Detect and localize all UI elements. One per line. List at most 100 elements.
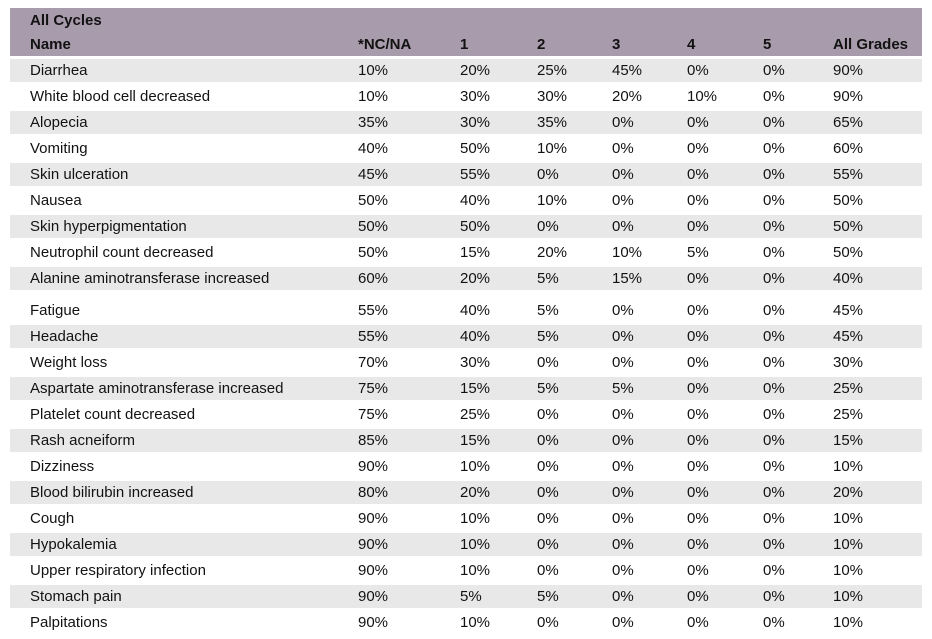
table-row: Platelet count decreased 75% 25% 0% 0% 0% 0% 25… — [10, 403, 922, 426]
row-value-cell: 45% — [833, 302, 864, 319]
row-value-cell: 55% — [460, 166, 491, 183]
row-value-cell: 0% — [687, 380, 709, 397]
row-value-cell: 0% — [763, 354, 785, 371]
row-value-cell: 10% — [460, 562, 491, 579]
row-value-cell: 0% — [612, 302, 634, 319]
table-body: Diarrhea 10% 20% 25% 45% 0% 0% 90% White blood c… — [10, 59, 922, 634]
table-header: All Cycles Name *NC/NA 1 2 3 4 5 All Gra… — [10, 8, 922, 56]
column-header-nc-na: *NC/NA — [358, 35, 412, 53]
row-value-cell: 0% — [537, 432, 559, 449]
row-value-cell: 0% — [612, 510, 634, 527]
row-value-cell: 60% — [358, 270, 389, 287]
row-name-cell: Stomach pain — [30, 588, 122, 605]
row-value-cell: 0% — [612, 562, 634, 579]
row-name-cell: White blood cell decreased — [30, 88, 211, 105]
row-value-cell: 90% — [358, 510, 389, 527]
row-value-cell: 0% — [763, 432, 785, 449]
row-value-cell: 10% — [833, 510, 864, 527]
row-name-cell: Alanine aminotransferase increased — [30, 270, 270, 287]
row-value-cell: 40% — [358, 140, 389, 157]
row-value-cell: 75% — [358, 380, 389, 397]
row-value-cell: 0% — [763, 458, 785, 475]
row-value-cell: 20% — [460, 484, 491, 501]
row-value-cell: 35% — [537, 114, 568, 131]
row-value-cell: 0% — [763, 328, 785, 345]
table-row: Cough 90% 10% 0% 0% 0% 0% 10% — [10, 507, 922, 530]
row-value-cell: 0% — [763, 536, 785, 553]
table-row: Hypokalemia 90% 10% 0% 0% 0% 0% 10% — [10, 533, 922, 556]
row-value-cell: 10% — [833, 614, 864, 631]
row-value-cell: 25% — [833, 406, 864, 423]
row-value-cell: 0% — [687, 166, 709, 183]
row-value-cell: 50% — [833, 218, 864, 235]
row-name-cell: Cough — [30, 510, 75, 527]
row-value-cell: 25% — [460, 406, 491, 423]
row-name-cell: Rash acneiform — [30, 432, 136, 449]
row-value-cell: 50% — [358, 244, 389, 261]
row-value-cell: 50% — [460, 218, 491, 235]
table-row: Alopecia 35% 30% 35% 0% 0% 0% 65% — [10, 111, 922, 134]
row-value-cell: 0% — [537, 406, 559, 423]
row-value-cell: 45% — [612, 62, 643, 79]
table-row: Fatigue 55% 40% 5% 0% 0% 0% 45% — [10, 299, 922, 322]
table-row: White blood cell decreased 10% 30% 30% 20% 10… — [10, 85, 922, 108]
row-value-cell: 0% — [763, 114, 785, 131]
row-value-cell: 0% — [537, 354, 559, 371]
row-value-cell: 0% — [612, 328, 634, 345]
row-value-cell: 0% — [687, 458, 709, 475]
row-name-cell: Diarrhea — [30, 62, 88, 79]
table-title: All Cycles — [30, 11, 102, 29]
row-value-cell: 0% — [687, 270, 709, 287]
column-header-grade-2: 2 — [537, 35, 546, 53]
row-value-cell: 40% — [460, 328, 491, 345]
row-value-cell: 90% — [358, 536, 389, 553]
table-row: Aspartate aminotransferase increased 75% 1… — [10, 377, 922, 400]
column-header-row: Name *NC/NA 1 2 3 4 5 All Grades — [10, 32, 922, 56]
table-row: Headache 55% 40% 5% 0% 0% 0% 45% — [10, 325, 922, 348]
row-value-cell: 0% — [687, 354, 709, 371]
row-name-cell: Weight loss — [30, 354, 108, 371]
row-value-cell: 10% — [833, 562, 864, 579]
row-value-cell: 10% — [537, 140, 568, 157]
row-name-cell: Vomiting — [30, 140, 88, 157]
table-row: Vomiting 40% 50% 10% 0% 0% 0% 60% — [10, 137, 922, 160]
row-name-cell: Fatigue — [30, 302, 81, 319]
row-value-cell: 0% — [537, 218, 559, 235]
row-value-cell: 0% — [687, 588, 709, 605]
table-row: Dizziness 90% 10% 0% 0% 0% 0% 10% — [10, 455, 922, 478]
column-header-grade-1: 1 — [460, 35, 469, 53]
row-name-cell: Skin hyperpigmentation — [30, 218, 187, 235]
row-value-cell: 55% — [358, 328, 389, 345]
row-value-cell: 0% — [687, 614, 709, 631]
row-value-cell: 5% — [537, 328, 559, 345]
row-value-cell: 0% — [612, 218, 634, 235]
row-value-cell: 10% — [460, 510, 491, 527]
row-value-cell: 25% — [537, 62, 568, 79]
row-name-cell: Dizziness — [30, 458, 95, 475]
row-value-cell: 10% — [833, 588, 864, 605]
row-value-cell: 15% — [833, 432, 864, 449]
table-row: Diarrhea 10% 20% 25% 45% 0% 0% 90% — [10, 59, 922, 82]
row-value-cell: 0% — [612, 140, 634, 157]
row-value-cell: 30% — [460, 88, 491, 105]
row-value-cell: 70% — [358, 354, 389, 371]
row-value-cell: 90% — [358, 458, 389, 475]
row-value-cell: 5% — [537, 588, 559, 605]
row-value-cell: 10% — [833, 458, 864, 475]
row-value-cell: 0% — [763, 218, 785, 235]
table-row: Blood bilirubin increased 80% 20% 0% 0% 0% 0% 2… — [10, 481, 922, 504]
row-value-cell: 0% — [537, 510, 559, 527]
row-name-cell: Hypokalemia — [30, 536, 117, 553]
row-value-cell: 0% — [537, 562, 559, 579]
row-value-cell: 50% — [460, 140, 491, 157]
row-value-cell: 80% — [358, 484, 389, 501]
row-value-cell: 90% — [358, 588, 389, 605]
table-row: Nausea 50% 40% 10% 0% 0% 0% 50% — [10, 189, 922, 212]
row-name-cell: Aspartate aminotransferase increased — [30, 380, 284, 397]
row-value-cell: 0% — [612, 114, 634, 131]
row-value-cell: 5% — [537, 302, 559, 319]
row-value-cell: 5% — [612, 380, 634, 397]
row-value-cell: 0% — [763, 588, 785, 605]
row-value-cell: 25% — [833, 380, 864, 397]
column-header-all-grades: All Grades — [833, 35, 909, 53]
